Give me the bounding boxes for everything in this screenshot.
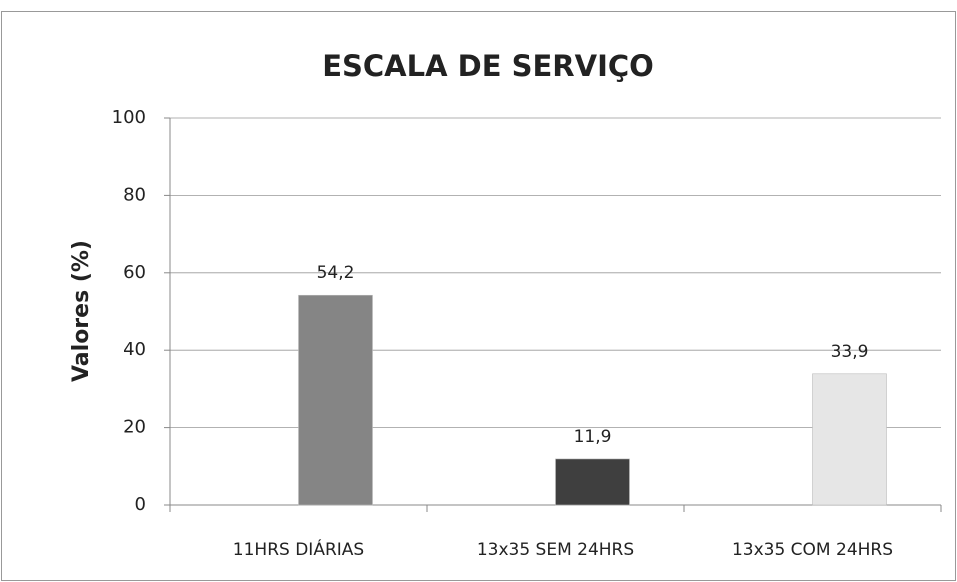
y-tick-label: 80 [123, 184, 146, 205]
x-tick-label: 11HRS DIÁRIAS [233, 538, 364, 560]
chart-title: ESCALA DE SERVIÇO [322, 49, 654, 83]
x-tick-label: 13x35 SEM 24HRS [477, 540, 634, 560]
y-tick-label: 40 [123, 339, 146, 360]
y-axis-label: Valores (%) [69, 240, 94, 382]
value-label: 33,9 [831, 342, 869, 362]
bar [298, 294, 373, 506]
value-label: 11,9 [574, 427, 612, 447]
y-tick-label: 60 [123, 262, 146, 283]
bar [812, 373, 887, 506]
y-tick-label: 0 [135, 494, 146, 515]
chart-frame [1, 11, 956, 581]
y-tick-label: 20 [123, 417, 146, 438]
x-tick-label: 13x35 COM 24HRS [732, 540, 893, 560]
value-label: 54,2 [317, 263, 355, 283]
y-tick-label: 100 [112, 107, 146, 128]
bar [555, 458, 630, 506]
